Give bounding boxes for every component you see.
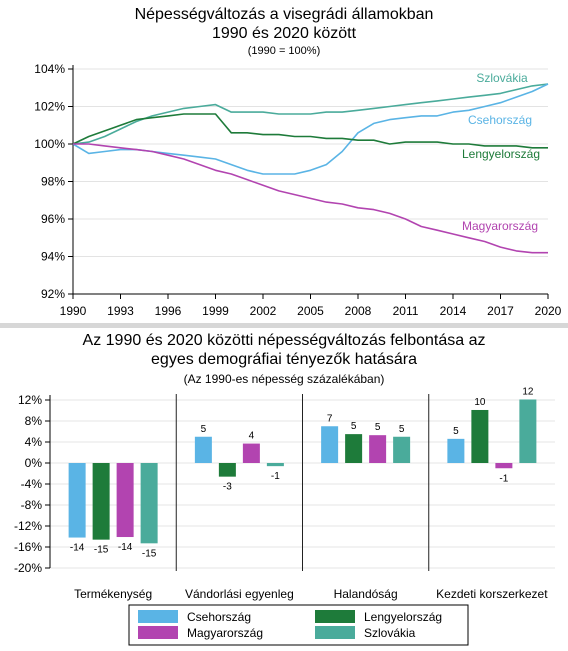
bar-csehorszag: [321, 426, 339, 463]
bar-lengyelorszag: [218, 463, 236, 477]
bar-szlovakia: [140, 463, 158, 544]
data-label: -1: [271, 471, 280, 482]
series-label-szlovakia: Szlovákia: [476, 71, 528, 85]
x-tick-label: 2014: [440, 304, 467, 318]
x-tick-label: 2008: [345, 304, 372, 318]
y-tick-label: 8%: [25, 414, 43, 428]
bar-chart-title: Az 1990 és 2020 közötti népességváltozás…: [82, 332, 486, 368]
category-label: Halandóság: [334, 587, 398, 601]
series-label-lengyelorszag: Lengyelország: [462, 147, 540, 161]
line-chart-title: Népességváltozás a visegrádi államokban 1…: [134, 6, 434, 42]
series-label-csehorszag: Csehország: [468, 113, 532, 127]
x-tick-label: 1990: [60, 304, 87, 318]
y-tick-label: 94%: [41, 250, 65, 264]
y-tick-label: 98%: [41, 175, 65, 189]
data-label: -14: [70, 543, 85, 554]
y-tick-label: -20%: [14, 561, 42, 575]
bar-magyarorszag: [116, 463, 134, 538]
x-tick-label: 1999: [202, 304, 229, 318]
series-line-magyarorszag: [73, 143, 548, 254]
y-tick-label: 96%: [41, 212, 65, 226]
y-tick-label: 4%: [25, 435, 43, 449]
legend-label-szlovakia: Szlovákia: [364, 626, 416, 640]
legend: Csehország Lengyelország Magyarország Szlov…: [128, 604, 469, 646]
bar-szlovakia: [266, 463, 284, 467]
x-tick-label: 2020: [535, 304, 562, 318]
bar-magyarorszag: [495, 463, 513, 469]
legend-label-magyarorszag: Magyarország: [187, 626, 263, 640]
data-label: 10: [474, 397, 486, 408]
data-label: 5: [375, 422, 381, 433]
bar-magyarorszag: [242, 443, 260, 463]
series-line-szlovakia: [72, 83, 549, 145]
data-label: 5: [201, 424, 207, 435]
data-label: -15: [142, 548, 157, 559]
bar-lengyelorszag: [345, 434, 363, 463]
x-tick-label: 2005: [297, 304, 324, 318]
y-tick-label: 100%: [34, 137, 65, 151]
y-tick-label: -4%: [21, 477, 43, 491]
bar-szlovakia: [519, 399, 537, 463]
data-label: 5: [453, 426, 459, 437]
x-tick-label: 2011: [393, 304, 419, 318]
data-label: -3: [223, 482, 232, 493]
x-tick-label: 1993: [107, 304, 134, 318]
data-label: 5: [351, 421, 357, 432]
legend-swatch-csehorszag: [138, 610, 178, 623]
bar-szlovakia: [393, 436, 411, 463]
category-label: Termékenység: [74, 587, 152, 601]
bar-csehorszag: [194, 436, 212, 463]
y-tick-label: -12%: [14, 519, 42, 533]
y-tick-label: 12%: [18, 393, 42, 407]
bar-chart-subtitle: (Az 1990-es népesség százalékában): [183, 372, 385, 386]
line-chart-subtitle: (1990 = 100%): [247, 45, 321, 57]
bar-magyarorszag: [369, 435, 387, 463]
legend-box: [128, 604, 469, 646]
category-label: Vándorlási egyenleg: [185, 587, 294, 601]
data-label: -14: [118, 542, 133, 553]
legend-swatch-lengyelorszag: [315, 610, 355, 623]
y-tick-label: 102%: [34, 100, 65, 114]
data-label: 4: [249, 431, 255, 442]
y-tick-label: -8%: [21, 498, 43, 512]
legend-label-lengyelorszag: Lengyelország: [364, 610, 442, 624]
category-label: Kezdeti korszerkezet: [436, 587, 548, 601]
data-label: 7: [327, 413, 333, 424]
bar-csehorszag: [447, 438, 465, 463]
y-tick-label: -16%: [14, 540, 42, 554]
section-divider: [0, 323, 568, 328]
series-line-lengyelorszag: [72, 113, 548, 149]
legend-swatch-szlovakia: [315, 626, 355, 639]
bar-lengyelorszag: [92, 463, 110, 540]
line-chart: 92% 94% 96% 98% 100% 102% 104% 1990 1993 1996 1999…: [34, 62, 562, 318]
legend-swatch-magyarorszag: [138, 626, 178, 639]
data-label: 5: [399, 424, 405, 435]
y-tick-label: 92%: [41, 287, 65, 301]
data-label: -1: [499, 473, 508, 484]
data-label: -15: [94, 545, 109, 556]
series-label-magyarorszag: Magyarország: [462, 219, 538, 233]
data-label: 12: [522, 386, 534, 397]
y-tick-label: 104%: [34, 62, 65, 76]
legend-label-csehorszag: Csehország: [187, 610, 251, 624]
x-tick-label: 2017: [487, 304, 514, 318]
bar-csehorszag: [68, 463, 86, 538]
x-tick-label: 2002: [250, 304, 277, 318]
y-tick-label: 0%: [25, 456, 43, 470]
bar-lengyelorszag: [471, 409, 489, 463]
x-tick-label: 1996: [155, 304, 182, 318]
